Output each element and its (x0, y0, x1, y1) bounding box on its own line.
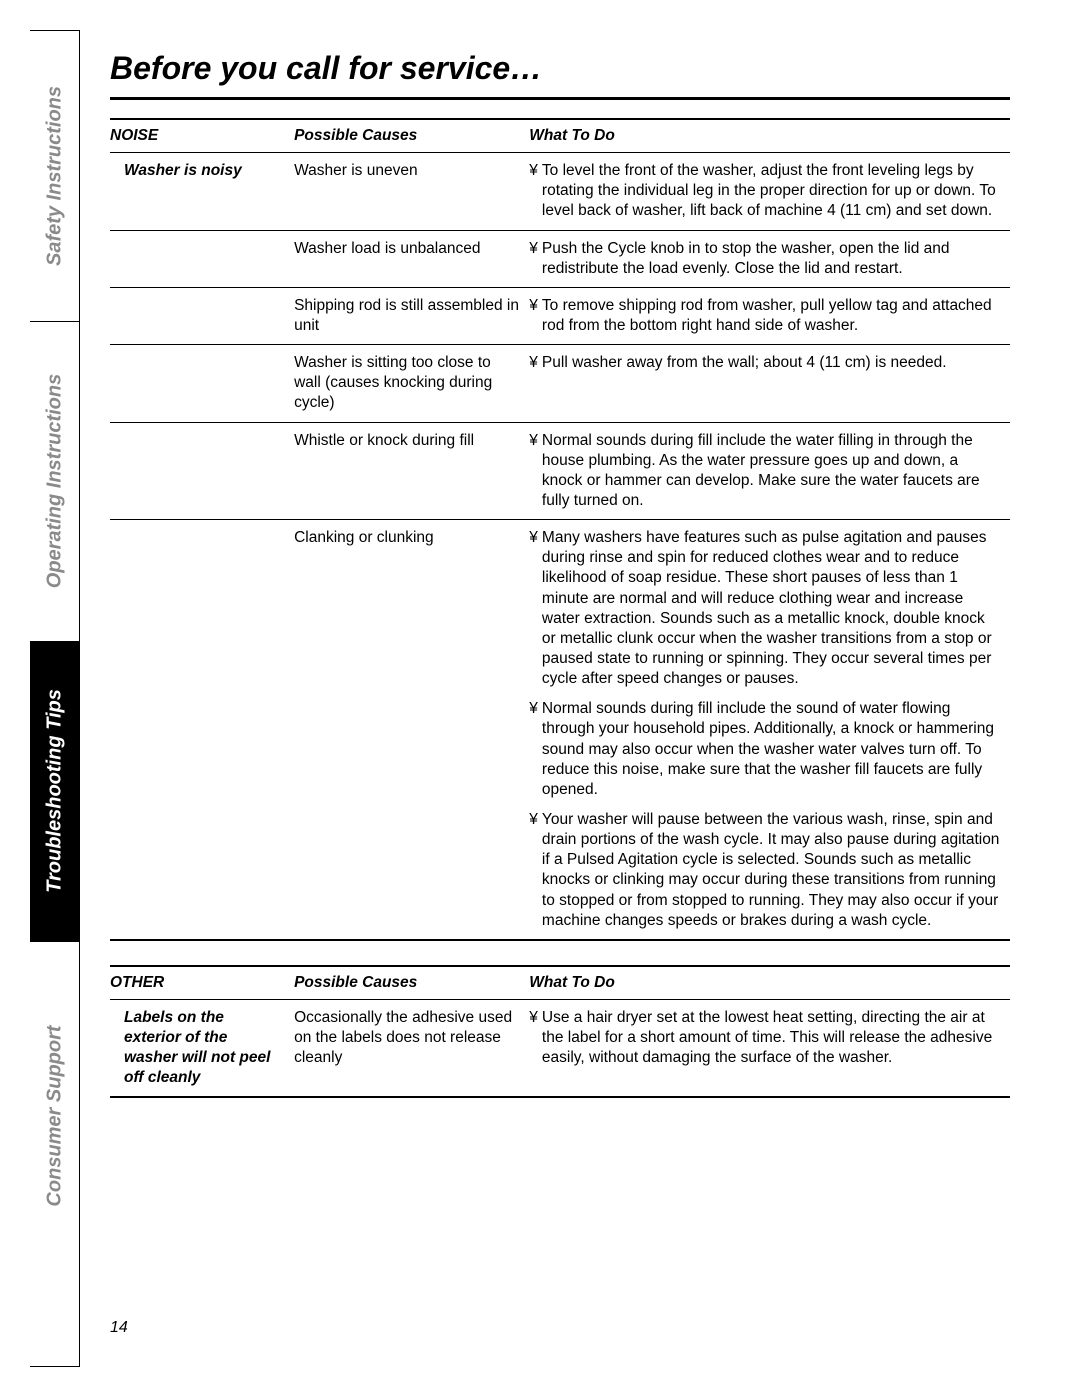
column-header: Possible Causes (294, 119, 529, 153)
bullet-item: ¥ Pull washer away from the wall; about … (529, 353, 1000, 373)
cause-cell: Washer load is unbalanced (294, 230, 529, 287)
table-row: Labels on the exterior of the washer wil… (110, 999, 1010, 1097)
todo-cell: ¥ Pull washer away from the wall; about … (529, 345, 1010, 422)
table-row: Whistle or knock during fill¥ Normal sou… (110, 422, 1010, 520)
page-number: 14 (110, 1319, 128, 1337)
sidebar-tab-label: Troubleshooting Tips (44, 689, 67, 893)
troubleshoot-table: OTHERPossible CausesWhat To Do Labels on … (110, 965, 1010, 1099)
problem-cell (110, 422, 294, 520)
cause-cell: Washer is uneven (294, 153, 529, 230)
column-header: Possible Causes (294, 966, 529, 1000)
bullet-text: Normal sounds during fill include the so… (542, 699, 1000, 800)
bullet-item: ¥ To remove shipping rod from washer, pu… (529, 296, 1000, 336)
cause-cell: Whistle or knock during fill (294, 422, 529, 520)
bullet-item: ¥ Your washer will pause between the var… (529, 810, 1000, 931)
todo-cell: ¥ Normal sounds during fill include the … (529, 422, 1010, 520)
table-row: Washer load is unbalanced¥ Push the Cycl… (110, 230, 1010, 287)
bullet-icon: ¥ (529, 431, 538, 512)
bullet-text: Many washers have features such as pulse… (542, 528, 1000, 689)
sidebar-divider (30, 941, 80, 942)
sidebar-tab-label: Operating Instructions (44, 374, 67, 588)
column-header: OTHER (110, 966, 294, 1000)
bullet-text: Use a hair dryer set at the lowest heat … (542, 1008, 1000, 1068)
bullet-item: ¥ Normal sounds during fill include the … (529, 431, 1000, 512)
table-row: Shipping rod is still assembled in unit¥… (110, 287, 1010, 344)
bullet-text: Pull washer away from the wall; about 4 … (542, 353, 947, 373)
bullet-text: Normal sounds during fill include the wa… (542, 431, 1000, 512)
bullet-icon: ¥ (529, 1008, 538, 1068)
bullet-item: ¥ Normal sounds during fill include the … (529, 699, 1000, 800)
problem-cell (110, 287, 294, 344)
bullet-item: ¥ Use a hair dryer set at the lowest hea… (529, 1008, 1000, 1068)
todo-cell: ¥ Use a hair dryer set at the lowest hea… (529, 999, 1010, 1097)
bullet-icon: ¥ (529, 296, 538, 336)
bullet-icon: ¥ (529, 239, 538, 279)
bullet-item: ¥ Many washers have features such as pul… (529, 528, 1000, 689)
problem-cell (110, 345, 294, 422)
table-row: Clanking or clunking¥ Many washers have … (110, 520, 1010, 940)
problem-cell: Washer is noisy (110, 153, 294, 230)
cause-cell: Clanking or clunking (294, 520, 529, 940)
problem-cell: Labels on the exterior of the washer wil… (110, 999, 294, 1097)
bullet-item: ¥ Push the Cycle knob in to stop the was… (529, 239, 1000, 279)
bullet-icon: ¥ (529, 161, 538, 221)
page-title: Before you call for service… (110, 50, 1010, 87)
problem-cell (110, 230, 294, 287)
sidebar-divider (30, 321, 80, 322)
bullet-text: To remove shipping rod from washer, pull… (542, 296, 1000, 336)
bullet-text: To level the front of the washer, adjust… (542, 161, 1000, 221)
bullet-text: Your washer will pause between the vario… (542, 810, 1000, 931)
sidebar-divider (30, 641, 80, 642)
todo-cell: ¥ Push the Cycle knob in to stop the was… (529, 230, 1010, 287)
troubleshoot-table: NOISEPossible CausesWhat To DoWasher is … (110, 118, 1010, 941)
todo-cell: ¥ Many washers have features such as pul… (529, 520, 1010, 940)
todo-cell: ¥ To remove shipping rod from washer, pu… (529, 287, 1010, 344)
bullet-icon: ¥ (529, 353, 538, 373)
cause-cell: Occasionally the adhesive used on the la… (294, 999, 529, 1097)
bullet-icon: ¥ (529, 810, 538, 931)
column-header: NOISE (110, 119, 294, 153)
column-header: What To Do (529, 119, 1010, 153)
column-header: What To Do (529, 966, 1010, 1000)
bullet-icon: ¥ (529, 699, 538, 800)
bullet-icon: ¥ (529, 528, 538, 689)
bullet-item: ¥ To level the front of the washer, adju… (529, 161, 1000, 221)
cause-cell: Washer is sitting too close to wall (cau… (294, 345, 529, 422)
main-content: Before you call for service… NOISEPossib… (110, 50, 1010, 1098)
todo-cell: ¥ To level the front of the washer, adju… (529, 153, 1010, 230)
problem-cell (110, 520, 294, 940)
table-row: Washer is noisyWasher is uneven¥ To leve… (110, 153, 1010, 230)
sidebar-tab-label: Consumer Support (44, 1025, 67, 1206)
sidebar: Safety Instructions Operating Instruction… (30, 30, 80, 1367)
page-frame: Safety Instructions Operating Instruction… (30, 30, 1050, 1367)
bullet-text: Push the Cycle knob in to stop the washe… (542, 239, 1000, 279)
table-row: Washer is sitting too close to wall (cau… (110, 345, 1010, 422)
tables-container: NOISEPossible CausesWhat To DoWasher is … (110, 118, 1010, 1098)
cause-cell: Shipping rod is still assembled in unit (294, 287, 529, 344)
title-rule (110, 97, 1010, 100)
sidebar-tab-label: Safety Instructions (44, 86, 67, 266)
